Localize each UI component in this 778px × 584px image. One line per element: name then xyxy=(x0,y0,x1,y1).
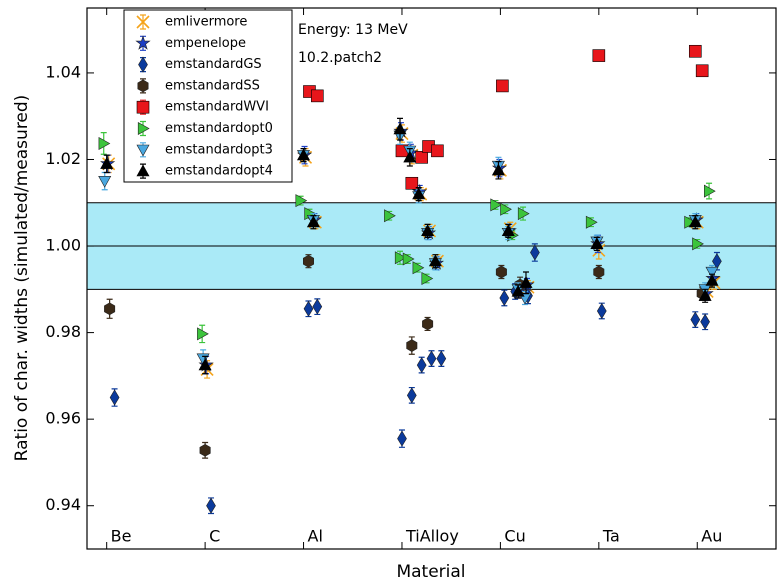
data-point xyxy=(590,237,604,249)
legend-marker xyxy=(135,35,151,50)
data-point xyxy=(393,122,407,135)
data-point xyxy=(422,317,434,331)
data-point xyxy=(499,289,510,307)
data-point xyxy=(98,176,112,188)
legend-marker xyxy=(136,15,150,29)
data-point xyxy=(501,224,515,236)
legend-label: emstandardGS xyxy=(165,57,262,72)
data-point xyxy=(403,150,417,163)
data-point xyxy=(496,79,509,93)
data-point xyxy=(592,49,606,62)
x-axis-label: Material xyxy=(396,562,465,582)
data-point xyxy=(511,284,525,297)
data-point xyxy=(698,289,712,301)
data-point xyxy=(397,430,407,447)
data-point xyxy=(206,497,216,514)
data-point xyxy=(690,311,701,328)
data-point xyxy=(405,176,419,190)
data-point xyxy=(688,44,702,58)
data-point xyxy=(421,271,434,286)
data-point xyxy=(530,244,540,261)
x-tick-label: Ta xyxy=(602,527,620,546)
legend-label: empenelope xyxy=(165,36,246,51)
legend-marker xyxy=(136,164,150,177)
annotation: Energy: 13 MeV xyxy=(298,22,408,38)
data-point xyxy=(700,313,710,330)
y-axis-label: Ratio of char. widths (simulated/measure… xyxy=(12,95,32,462)
data-point xyxy=(199,443,211,457)
x-tick-label: Be xyxy=(111,527,132,546)
legend-label: emstandardWVI xyxy=(165,100,269,115)
data-point xyxy=(688,215,702,228)
data-point xyxy=(703,184,716,198)
legend-label: emstandardopt4 xyxy=(165,164,273,179)
legend-box xyxy=(123,9,293,183)
x-tick-label: Au xyxy=(701,527,722,546)
x-tick-label: Cu xyxy=(504,527,525,546)
legend-marker xyxy=(136,144,150,157)
data-point xyxy=(517,207,530,221)
data-point xyxy=(100,157,114,169)
data-point xyxy=(596,302,607,320)
x-tick-label: C xyxy=(209,527,220,546)
data-point xyxy=(302,254,315,268)
y-tick-label: 0.94 xyxy=(45,495,81,514)
legend-label: emstandardopt0 xyxy=(165,121,273,136)
legend-label: emstandardSS xyxy=(165,78,260,93)
data-point xyxy=(415,151,428,164)
data-point xyxy=(311,89,324,103)
data-point xyxy=(197,327,209,341)
y-tick-label: 0.96 xyxy=(45,409,81,428)
legend-label: emstandardopt3 xyxy=(165,142,273,157)
data-point xyxy=(431,144,444,158)
data-point xyxy=(490,198,503,212)
data-point xyxy=(412,187,426,200)
data-point xyxy=(104,302,116,316)
data-point xyxy=(495,265,507,279)
plot-frame xyxy=(86,7,777,550)
data-point xyxy=(436,350,447,367)
data-point xyxy=(421,224,435,236)
data-point xyxy=(98,136,111,151)
data-point xyxy=(296,148,311,161)
data-point xyxy=(491,163,505,176)
legend: emlivermore empenelope emstandardGS emstand… xyxy=(123,9,293,183)
legend-marker xyxy=(138,56,148,73)
data-point xyxy=(402,252,415,266)
data-point xyxy=(406,339,418,352)
data-point xyxy=(585,215,598,229)
data-point xyxy=(519,276,533,288)
data-point xyxy=(394,251,407,265)
data-point xyxy=(593,265,605,279)
data-point xyxy=(109,389,120,406)
legend-marker xyxy=(136,100,150,114)
data-point xyxy=(426,350,437,367)
data-point xyxy=(428,254,442,267)
data-point xyxy=(416,357,427,374)
x-tick-label: Al xyxy=(308,527,323,546)
y-tick-label: 1.04 xyxy=(45,62,81,81)
y-tick-label: 1.00 xyxy=(45,236,81,255)
legend-label: emlivermore xyxy=(165,15,247,30)
x-tick-label: TiAlloy xyxy=(405,527,459,546)
data-point xyxy=(705,274,719,286)
data-point xyxy=(295,194,308,208)
legend-marker xyxy=(137,121,150,136)
data-point xyxy=(412,261,425,275)
data-point xyxy=(705,266,719,279)
data-point xyxy=(306,215,320,228)
y-tick-label: 0.98 xyxy=(45,322,81,341)
data-point xyxy=(500,202,512,216)
data-point xyxy=(312,298,323,315)
annotation: 10.2.patch2 xyxy=(298,50,382,66)
legend-marker xyxy=(137,79,149,93)
data-point xyxy=(303,300,314,317)
data-point xyxy=(692,237,704,251)
data-point xyxy=(198,358,212,371)
data-point xyxy=(406,387,417,404)
y-tick-label: 1.02 xyxy=(45,149,81,168)
data-point xyxy=(695,64,709,78)
data-point xyxy=(384,209,396,223)
